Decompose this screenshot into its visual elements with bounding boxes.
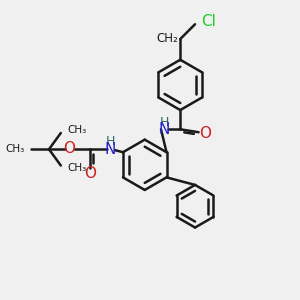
Text: O: O [63,141,75,156]
Text: O: O [199,126,211,141]
Text: H: H [106,135,115,148]
Text: N: N [159,122,170,137]
Text: H: H [160,116,169,129]
Text: O: O [84,166,96,181]
Text: N: N [104,142,116,157]
Text: CH₃: CH₃ [5,144,25,154]
Text: CH₃: CH₃ [67,164,87,173]
Text: CH₂: CH₂ [156,32,178,45]
Text: Cl: Cl [202,14,216,29]
Text: CH₃: CH₃ [67,125,87,135]
